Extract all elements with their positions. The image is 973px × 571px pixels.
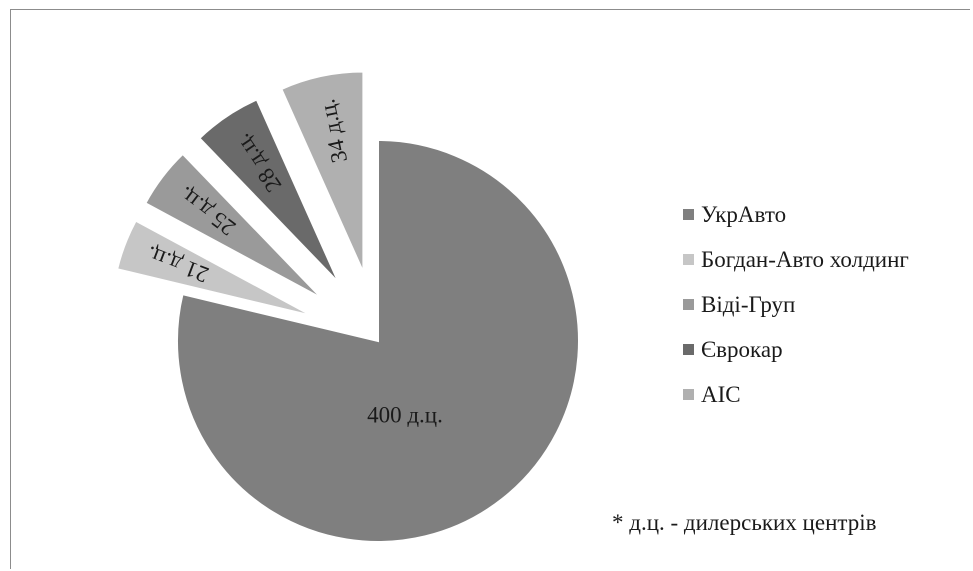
pie-slice [143,152,323,300]
legend-label: АІС [701,381,741,407]
legend-item: Віді-Груп [683,282,909,327]
pie-slice [175,138,580,543]
legend-item: Єврокар [683,327,909,372]
legend-label: Богдан-Авто холдинг [701,246,909,272]
slice-label: 400 д.ц. [367,403,443,428]
pie-slice [115,219,314,317]
legend-swatch [683,344,694,355]
legend-swatch [683,209,694,220]
legend-item: АІС [683,372,909,417]
footnote: * д.ц. - дилерських центрів [612,510,877,535]
legend-swatch [683,254,694,265]
chart-frame [10,9,970,569]
legend-label: Віді-Груп [701,291,796,317]
legend-item: УкрАвто [683,192,909,237]
pie-slice [197,98,340,284]
legend-label: УкрАвто [701,201,787,227]
legend-label: Єврокар [701,336,783,362]
pie-slice [280,70,365,273]
legend-swatch [683,299,694,310]
legend: УкрАвто Богдан-Авто холдинг Віді-Груп Єв… [683,192,909,417]
legend-item: Богдан-Авто холдинг [683,237,909,282]
legend-swatch [683,389,694,400]
